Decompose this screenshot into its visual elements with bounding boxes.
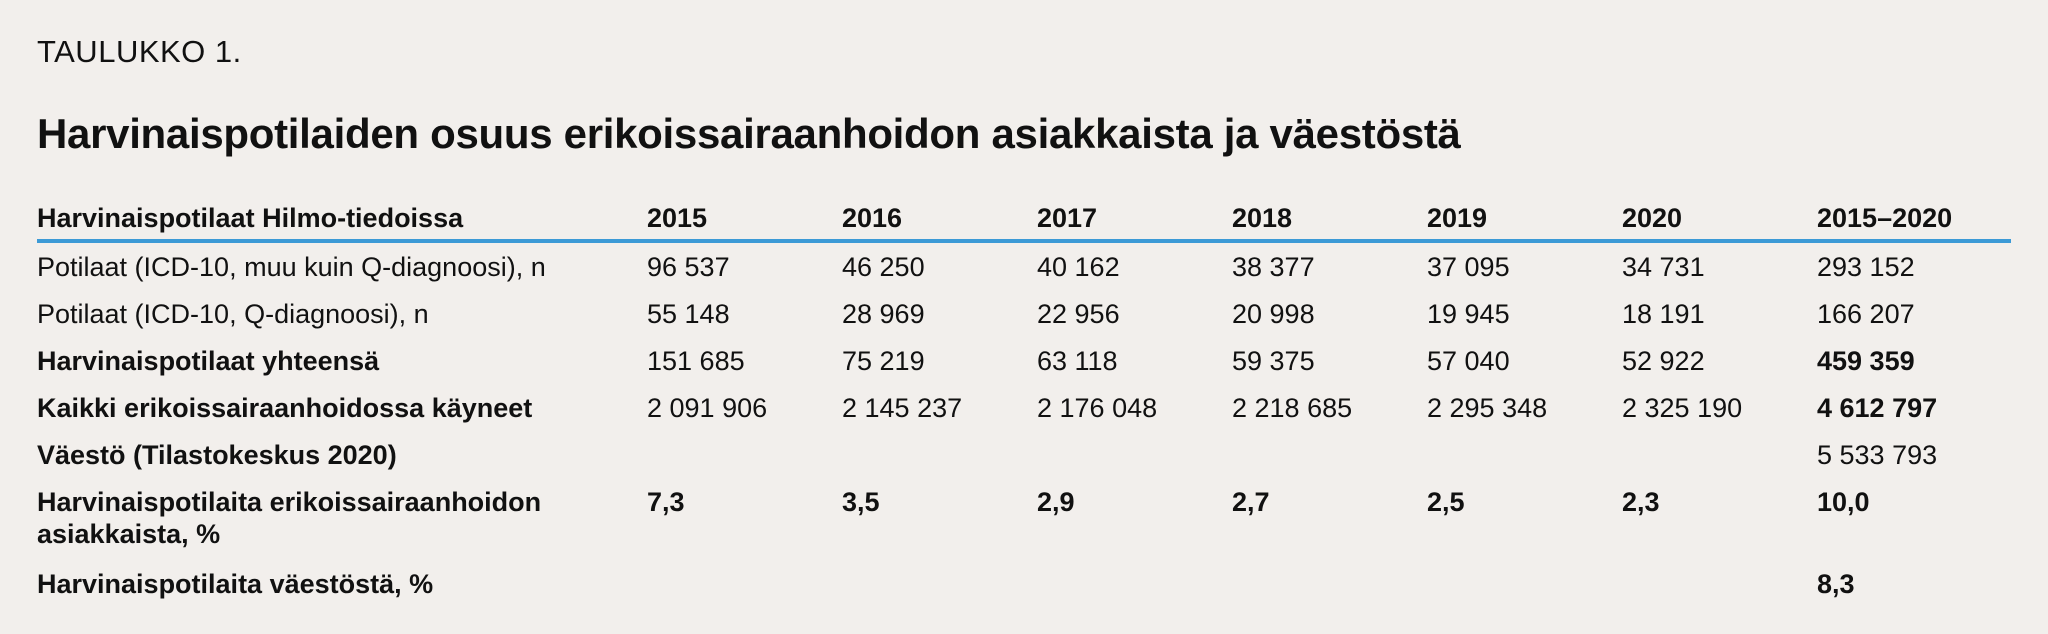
column-header-2020: 2020 xyxy=(1622,195,1817,243)
table-cell: 2,9 xyxy=(1037,487,1075,517)
table-cell: 38 377 xyxy=(1232,251,1315,282)
table-cell: 59 375 xyxy=(1232,345,1315,376)
row-label: Harvinaispotilaita erikoissairaanhoidon … xyxy=(37,487,542,549)
table-cell: 2,3 xyxy=(1622,487,1660,517)
table-cell: 2,7 xyxy=(1232,487,1270,517)
table-cell: 151 685 xyxy=(647,345,745,376)
table-cell: 28 969 xyxy=(842,298,925,329)
row-label: Potilaat (ICD-10, muu kuin Q-diagnoosi),… xyxy=(37,251,546,282)
table-cell: 52 922 xyxy=(1622,345,1705,376)
table-cell: 2 218 685 xyxy=(1232,392,1353,423)
table-cell: 166 207 xyxy=(1817,298,1915,329)
column-header-2016: 2016 xyxy=(842,195,1037,243)
table-row: Potilaat (ICD-10, muu kuin Q-diagnoosi),… xyxy=(37,241,2011,290)
column-header-2019: 2019 xyxy=(1427,195,1622,243)
table-cell: 57 040 xyxy=(1427,345,1510,376)
table-cell xyxy=(647,431,842,478)
table-cell xyxy=(1232,431,1427,478)
column-header-2015-2020: 2015–2020 xyxy=(1817,195,2011,243)
table-cell xyxy=(1427,431,1622,478)
table-row: Harvinaispotilaita väestöstä, % 8,3 xyxy=(37,560,2011,618)
table-cell: 46 250 xyxy=(842,251,925,282)
data-table: Harvinaispotilaat Hilmo-tiedoissa 2015 2… xyxy=(37,195,2011,618)
table-cell: 20 998 xyxy=(1232,298,1315,329)
row-label: Harvinaispotilaat yhteensä xyxy=(37,345,380,376)
table-row: Potilaat (ICD-10, Q-diagnoosi), n 55 148… xyxy=(37,290,2011,337)
table-cell: 34 731 xyxy=(1622,251,1705,282)
table-cell: 459 359 xyxy=(1817,345,1915,376)
table-cell: 19 945 xyxy=(1427,298,1510,329)
row-label: Potilaat (ICD-10, Q-diagnoosi), n xyxy=(37,298,429,329)
table-cell: 2 176 048 xyxy=(1037,392,1158,423)
row-label: Kaikki erikoissairaanhoidossa käyneet xyxy=(37,392,533,423)
column-header-2017: 2017 xyxy=(1037,195,1232,243)
table-cell: 18 191 xyxy=(1622,298,1705,329)
table-cell: 75 219 xyxy=(842,345,925,376)
row-label: Väestö (Tilastokeskus 2020) xyxy=(37,439,397,470)
table-cell: 4 612 797 xyxy=(1817,392,1938,423)
table-cell: 10,0 xyxy=(1817,487,1870,517)
row-label: Harvinaispotilaita väestöstä, % xyxy=(37,569,434,599)
table-row: Väestö (Tilastokeskus 2020) 5 533 793 xyxy=(37,431,2011,478)
table-cell: 37 095 xyxy=(1427,251,1510,282)
table-cell: 55 148 xyxy=(647,298,730,329)
table-cell: 40 162 xyxy=(1037,251,1120,282)
table-cell: 2 295 348 xyxy=(1427,392,1548,423)
table-cell: 2,5 xyxy=(1427,487,1465,517)
table-cell: 7,3 xyxy=(647,487,685,517)
table-cell: 8,3 xyxy=(1817,569,1855,599)
table-cell: 2 145 237 xyxy=(842,392,963,423)
table-cell: 3,5 xyxy=(842,487,880,517)
column-header-2015: 2015 xyxy=(647,195,842,243)
table-cell: 2 091 906 xyxy=(647,392,768,423)
table-cell xyxy=(1622,560,1817,618)
column-header-2018: 2018 xyxy=(1232,195,1427,243)
table-cell xyxy=(842,431,1037,478)
table-cell: 2 325 190 xyxy=(1622,392,1743,423)
table-label: TAULUKKO 1. xyxy=(37,34,242,69)
table-title: Harvinaispotilaiden osuus erikoissairaan… xyxy=(37,110,1461,157)
table-header-row: Harvinaispotilaat Hilmo-tiedoissa 2015 2… xyxy=(37,195,2011,243)
table-cell: 22 956 xyxy=(1037,298,1120,329)
table-cell xyxy=(647,560,842,618)
table-cell: 293 152 xyxy=(1817,251,1915,282)
table-cell: 63 118 xyxy=(1037,345,1118,376)
table-row: Kaikki erikoissairaanhoidossa käyneet 2 … xyxy=(37,384,2011,431)
table-cell xyxy=(1037,560,1232,618)
table-row: Harvinaispotilaita erikoissairaanhoidon … xyxy=(37,478,2011,560)
table-cell xyxy=(1232,560,1427,618)
table-cell: 5 533 793 xyxy=(1817,439,1938,470)
table-cell xyxy=(1427,560,1622,618)
table-cell: 96 537 xyxy=(647,251,730,282)
table-cell xyxy=(1037,431,1232,478)
table-row: Harvinaispotilaat yhteensä 151 685 75 21… xyxy=(37,337,2011,384)
table-cell xyxy=(1622,431,1817,478)
column-header-category: Harvinaispotilaat Hilmo-tiedoissa xyxy=(37,195,647,243)
table-cell xyxy=(842,560,1037,618)
